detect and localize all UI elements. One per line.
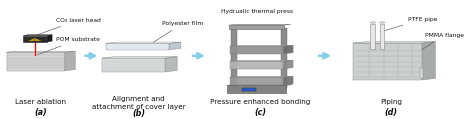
FancyBboxPatch shape: [370, 24, 375, 49]
Text: CO₂ laser head: CO₂ laser head: [37, 18, 100, 35]
FancyBboxPatch shape: [242, 88, 256, 91]
Polygon shape: [353, 42, 436, 43]
Polygon shape: [230, 45, 293, 46]
FancyBboxPatch shape: [227, 85, 286, 92]
Polygon shape: [422, 42, 436, 80]
Polygon shape: [230, 77, 284, 85]
Polygon shape: [284, 60, 293, 69]
Text: Piping: Piping: [380, 99, 402, 105]
Polygon shape: [230, 46, 284, 54]
Polygon shape: [165, 57, 177, 72]
Polygon shape: [23, 36, 47, 42]
Text: PTFE pipe: PTFE pipe: [380, 17, 438, 32]
Polygon shape: [7, 51, 75, 52]
Polygon shape: [169, 42, 181, 50]
Text: PMMA flange: PMMA flange: [422, 33, 464, 50]
FancyBboxPatch shape: [231, 28, 237, 88]
Polygon shape: [353, 43, 422, 80]
Text: (c): (c): [254, 108, 266, 117]
Text: !: !: [34, 39, 36, 43]
Text: POM substrate: POM substrate: [37, 37, 100, 55]
Polygon shape: [230, 76, 293, 77]
FancyBboxPatch shape: [229, 25, 284, 29]
Polygon shape: [47, 35, 52, 42]
Polygon shape: [284, 76, 293, 85]
Text: Alignment and: Alignment and: [112, 96, 165, 102]
Polygon shape: [102, 57, 177, 58]
Text: attachment of cover layer: attachment of cover layer: [91, 104, 185, 110]
Circle shape: [379, 22, 385, 23]
Text: Laser ablation: Laser ablation: [15, 99, 66, 105]
FancyBboxPatch shape: [281, 28, 287, 88]
Text: (d): (d): [384, 108, 398, 117]
Polygon shape: [7, 52, 65, 71]
Polygon shape: [23, 35, 52, 36]
Polygon shape: [102, 58, 165, 72]
Polygon shape: [229, 24, 291, 25]
Text: (b): (b): [132, 109, 145, 118]
Polygon shape: [230, 60, 293, 61]
Circle shape: [370, 22, 375, 23]
Text: Polyester film: Polyester film: [153, 21, 203, 43]
Polygon shape: [284, 45, 293, 54]
FancyBboxPatch shape: [380, 24, 384, 49]
Text: (a): (a): [34, 108, 47, 117]
Polygon shape: [106, 43, 169, 50]
FancyBboxPatch shape: [420, 68, 423, 78]
Polygon shape: [29, 38, 41, 41]
Text: Pressure enhanced bonding: Pressure enhanced bonding: [210, 99, 310, 105]
Polygon shape: [230, 61, 284, 69]
Polygon shape: [106, 42, 181, 43]
Text: Hydrualic thermal press: Hydrualic thermal press: [221, 9, 293, 14]
Polygon shape: [65, 51, 75, 71]
